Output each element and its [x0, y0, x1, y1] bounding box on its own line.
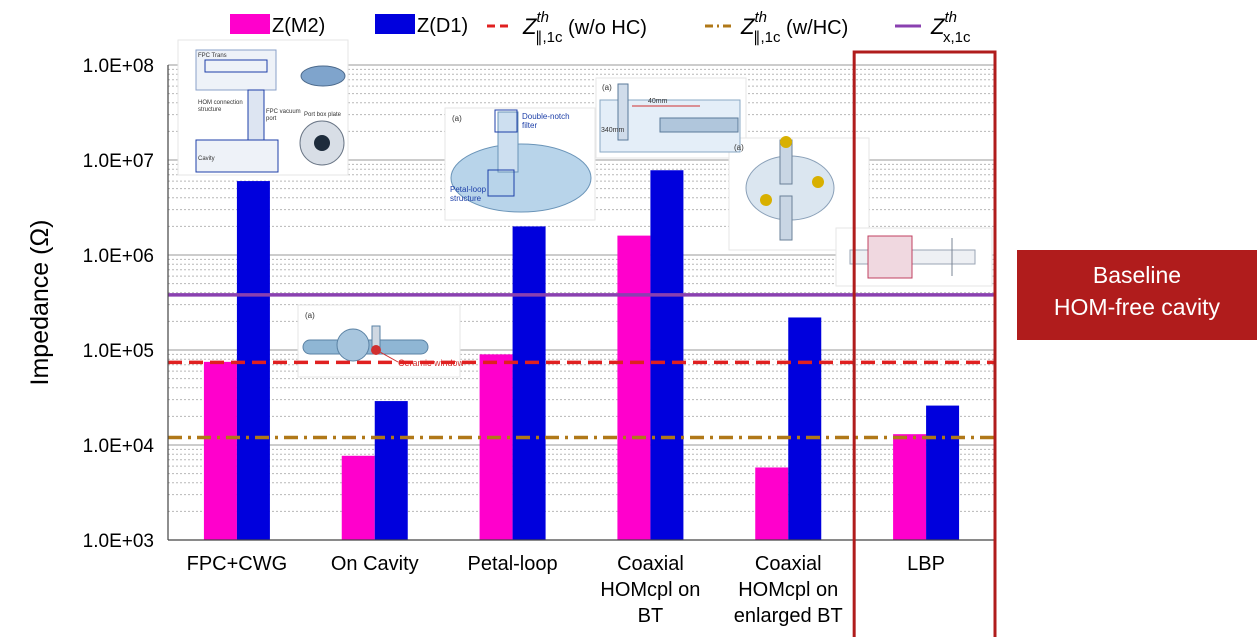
fpc-stem — [247, 89, 265, 141]
lbp-drawing — [849, 235, 976, 279]
legend-label-d1: Z(D1) — [417, 15, 468, 37]
x-tick-label: Coaxial — [755, 553, 822, 575]
lbp-absorber — [867, 235, 913, 279]
y-tick-label: 1.0E+07 — [83, 151, 154, 172]
inset-label: FPC vacuum — [266, 109, 301, 115]
threshold-lines — [168, 293, 995, 440]
fpc-cavity — [195, 139, 279, 173]
bar-d1 — [374, 401, 408, 540]
inset-label: 40mm — [648, 98, 668, 105]
inset-label: Cavity — [198, 156, 215, 162]
y-tick-label: 1.0E+04 — [83, 436, 155, 457]
bar-m2 — [893, 434, 927, 540]
y-tick-label: 1.0E+05 — [83, 341, 154, 362]
x-tick-label: LBP — [907, 553, 945, 575]
y-tick-label: 1.0E+08 — [83, 56, 154, 77]
inset-label: Port box plate — [304, 112, 342, 118]
bar-d1 — [926, 405, 960, 540]
petal-loop-box — [487, 169, 515, 197]
bar-d1 — [650, 170, 684, 540]
port-plate-hole — [314, 135, 330, 151]
legend-label-threshold-0: Zth ∥,1c (w/o HC) — [522, 9, 647, 46]
axes-group: 1.0E+03 1.0E+04 1.0E+05 1.0E+06 1.0E+07 1.0E+… — [26, 56, 995, 627]
coaxial-enlarged-drawing: (a) — [734, 136, 835, 241]
bar-m2 — [617, 235, 651, 541]
enlarged-bottom-port — [779, 195, 793, 241]
fpc-body — [195, 49, 277, 91]
petal-filter-box — [494, 109, 518, 133]
lbp-highlight-box — [852, 50, 997, 642]
bar-m2 — [479, 354, 513, 540]
inset-label: structure — [450, 194, 482, 203]
baseline-highlight: Baseline HOM-free cavity — [852, 50, 1257, 642]
oncavity-cell — [336, 328, 370, 362]
x-tick-label: Coaxial — [617, 553, 684, 575]
legend-swatch-m2 — [230, 14, 270, 34]
bar-d1 — [788, 317, 822, 540]
fpc-tube — [300, 65, 346, 87]
inset-label: structure — [198, 107, 222, 113]
inset-label: (a) — [734, 143, 744, 152]
coax-tube — [659, 117, 739, 133]
bars-group — [203, 170, 960, 541]
legend-label-m2: Z(M2) — [272, 15, 325, 37]
inset-label: (a) — [602, 83, 612, 92]
fpc-box — [204, 59, 268, 73]
coaxial-bt-drawing: (a) 40mm 340mm — [599, 83, 741, 153]
inset-label: filter — [522, 121, 537, 130]
legend-swatch-d1 — [375, 14, 415, 34]
x-tick-label: enlarged BT — [734, 605, 843, 627]
x-tick-label: HOMcpl on — [738, 579, 838, 601]
x-tick-label: HOMcpl on — [600, 579, 700, 601]
y-tick-label: 1.0E+03 — [83, 531, 154, 552]
enlarged-cap-left — [760, 194, 772, 206]
inset-label: port — [266, 116, 277, 122]
baseline-callout-text: HOM-free cavity — [1054, 294, 1221, 320]
legend: Z(M2) Z(D1) Zth ∥,1c (w/o HC) Zth ∥,1c (w/HC)… — [230, 9, 971, 46]
enlarged-cap-top — [780, 136, 792, 148]
legend-label-threshold-1: Zth ∥,1c (w/HC) — [740, 9, 848, 46]
inset-label: HOM connection — [198, 100, 243, 106]
oncavity-window — [371, 345, 381, 355]
baseline-callout-text: Baseline — [1093, 262, 1181, 288]
bar-d1 — [236, 181, 270, 541]
inset-label: FPC Trans — [198, 53, 227, 59]
inset-label: (a) — [452, 114, 462, 123]
enlarged-cap-right — [812, 176, 824, 188]
petal-stem — [497, 111, 519, 173]
y-tick-label: 1.0E+06 — [83, 246, 154, 267]
x-tick-label: On Cavity — [331, 553, 419, 575]
inset-label: (a) — [305, 311, 315, 320]
inset-label: Petal-loop — [450, 185, 487, 194]
y-axis-title: Impedance (Ω) — [26, 220, 54, 386]
baseline-callout-box — [1017, 250, 1257, 340]
oncavity-pointer — [379, 351, 399, 363]
petal-cavity — [450, 143, 592, 213]
bar-d1 — [512, 226, 546, 540]
x-tick-label: BT — [638, 605, 664, 627]
bar-m2 — [755, 467, 789, 540]
inset-label: 340mm — [601, 127, 625, 134]
x-tick-label: Petal-loop — [468, 553, 558, 575]
inset-label: Double-notch — [522, 112, 570, 121]
x-tick-label: FPC+CWG — [187, 553, 288, 575]
coax-coupler — [617, 83, 629, 141]
bar-m2 — [341, 455, 375, 540]
legend-label-threshold-2: Zth x,1c — [930, 9, 971, 46]
bar-m2 — [203, 361, 237, 540]
